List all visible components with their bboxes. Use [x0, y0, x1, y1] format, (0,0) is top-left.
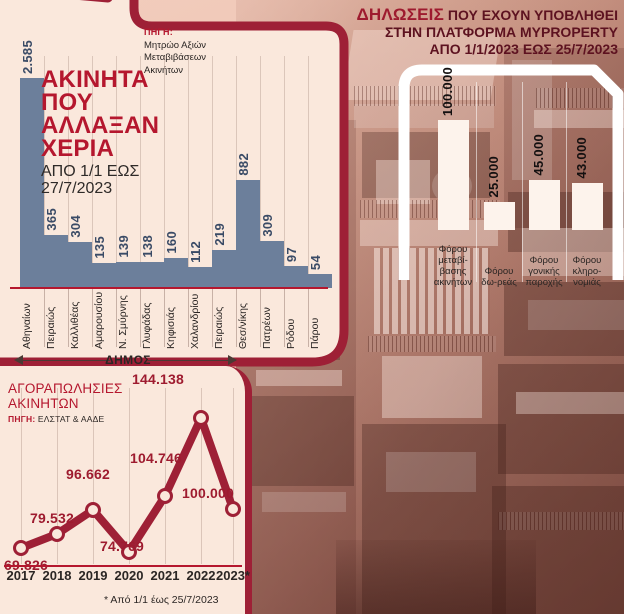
rbar-value-0: 100.000: [440, 66, 455, 116]
bar-category-1: Πειραιώς: [45, 306, 57, 349]
bar-fill-6: [164, 258, 188, 288]
bar-category-8: Πειραιώς: [213, 306, 225, 349]
bar-fill-2: [68, 242, 92, 288]
bar-category-5: Γλυφάδας: [141, 302, 153, 349]
bar-value-12: 54: [308, 254, 323, 270]
page-subtitle: ΑΠΟ 1/1 ΕΩΣ 27/7/2023: [41, 163, 140, 197]
rbar-fill-3: [572, 183, 603, 230]
rbar-fill-2: [529, 180, 560, 230]
bar-fill-9: [236, 180, 260, 288]
sales-line-chart: [0, 370, 246, 570]
right-header-line2: ΣΤΗΝ ΠΛΑΤΦΟΡΜΑ MYPROPERTY: [384, 24, 618, 40]
arrow-right-icon: [228, 355, 237, 365]
line-chart-xaxis: [4, 565, 242, 567]
declarations-bar-chart: 100.000 Φόρου μεταβί-βασης ακινήτων 25.0…: [430, 67, 610, 288]
rbar-value-3: 43.000: [574, 137, 589, 179]
line-chart-title-l2: ΑΚΙΝΗΤΩΝ: [8, 396, 79, 411]
bar-fill-4: [116, 262, 140, 288]
bar-fill-11: [284, 266, 308, 288]
line-chart-title-l1: ΑΓΟΡΑΠΩΛΗΣΙΕΣ: [8, 381, 123, 396]
bottom-panel: [0, 366, 252, 614]
bar-value-8: 219: [212, 223, 227, 246]
arrow-left-icon: [14, 355, 23, 365]
bar-chart-baseline: [10, 287, 328, 289]
dimos-axis-label: ΔΗΜΟΣ: [105, 353, 151, 367]
line-x-label-0: 2017: [6, 568, 36, 583]
page-title: ΑΚΙΝΗΤΑ ΠΟΥ ΑΛΛΑΞΑΝ ΧΕΡΙΑ: [41, 66, 160, 162]
bar-fill-3: [92, 263, 116, 288]
line-point-label-5: 144.138: [132, 371, 185, 387]
line-x-label-6: 2023*: [216, 568, 250, 583]
bar-fill-7: [188, 267, 212, 288]
left-source-label: ΠΗΓΗ:: [144, 27, 173, 37]
line-chart-source-text: ΕΛΣΤΑΤ & ΑΑΔΕ: [37, 414, 105, 424]
line-x-label-2: 2019: [78, 568, 108, 583]
bar-category-9: Θεσ/νίκης: [237, 303, 249, 349]
right-header-line1: ΔΗΛΩΣΕΙΣ ΠΟΥ ΕΧΟΥΝ ΥΠΟΒΛΗΘΕΙ: [318, 6, 618, 24]
bar-value-5: 138: [140, 235, 155, 258]
properties-bar-chart: 2.585 365 304 135 139 138 160 112: [10, 40, 332, 289]
line-x-label-4: 2021: [150, 568, 180, 583]
line-point-label-1: 79.532: [30, 510, 75, 526]
bar-fill-0: [20, 78, 44, 288]
bar-category-7: Χαλανδρίου: [189, 293, 201, 349]
right-header-line3: ΑΠΟ 1/1/2023 ΕΩΣ 25/7/2023: [429, 41, 618, 57]
bar-fill-8: [212, 250, 236, 288]
rbar-value-1: 25.000: [486, 156, 501, 198]
bar-value-10: 309: [260, 214, 275, 237]
line-x-label-5: 2022: [186, 568, 216, 583]
line-chart-source: ΠΗΓΗ: ΕΛΣΤΑΤ & ΑΑΔΕ: [8, 414, 104, 424]
left-source-text: Μητρώο Αξιών Μεταβιβάσεων Ακινήτων: [144, 39, 207, 76]
bar-category-3: Αμαρουσίου: [93, 291, 105, 349]
rbar-label-3: Φόρου κληρο-νομιάς: [572, 255, 602, 288]
bar-value-11: 97: [284, 246, 299, 262]
rbar-label-0: Φόρου μεταβί-βασης ακινήτων: [433, 244, 473, 288]
right-panel-outline: [398, 64, 624, 280]
dimos-rule-right: [148, 360, 236, 361]
rbar-value-2: 45.000: [531, 134, 546, 176]
rbar-label-1: Φόρου δω-ρεάς: [481, 266, 517, 288]
bar-category-0: Αθηναίων: [21, 303, 33, 349]
line-chart-source-label: ΠΗΓΗ:: [8, 414, 36, 424]
bar-category-12: Πάρου: [309, 317, 321, 349]
bar-value-9: 882: [236, 153, 251, 176]
left-source-box: ΠΗΓΗ: Μητρώο Αξιών Μεταβιβάσεων Ακινήτων: [144, 26, 236, 77]
right-header-line1-rest: ΠΟΥ ΕΧΟΥΝ ΥΠΟΒΛΗΘΕΙ: [447, 7, 618, 23]
bar-fill-10: [260, 241, 284, 288]
dimos-rule-left: [22, 360, 110, 361]
rbar-fill-1: [484, 202, 515, 230]
bar-category-6: Κηφισιάς: [165, 307, 177, 349]
line-point-label-6: 100.000: [182, 485, 235, 501]
bar-fill-1: [44, 235, 68, 288]
line-chart-footnote: * Από 1/1 έως 25/7/2023: [104, 594, 219, 606]
bar-value-3: 135: [92, 236, 107, 259]
line-point-label-2: 96.662: [66, 466, 111, 482]
bar-category-2: Καλλιθέας: [69, 301, 81, 349]
line-x-label-1: 2018: [42, 568, 72, 583]
bar-category-4: Ν. Σμύρνης: [117, 295, 129, 349]
bar-value-2: 304: [68, 215, 83, 238]
bar-fill-12: [308, 274, 332, 288]
bar-value-7: 112: [188, 241, 203, 263]
bar-value-4: 139: [116, 235, 131, 258]
line-point-label-3: 74.769: [100, 538, 145, 554]
bar-category-10: Πατρέων: [261, 307, 273, 349]
line-chart-path: [13, 410, 241, 560]
bar-category-labels: Αθηναίων Πειραιώς Καλλιθέας Αμαρουσίου Ν…: [10, 289, 328, 351]
line-x-label-3: 2020: [114, 568, 144, 583]
rbar-label-2: Φόρου γονικής παροχής: [525, 255, 563, 288]
bar-value-1: 365: [44, 208, 59, 231]
right-header: ΔΗΛΩΣΕΙΣ ΠΟΥ ΕΧΟΥΝ ΥΠΟΒΛΗΘΕΙ ΣΤΗΝ ΠΛΑΤΦΟ…: [318, 6, 618, 58]
bar-category-11: Ρόδου: [285, 318, 297, 349]
bar-fill-5: [140, 262, 164, 288]
rbar-fill-0: [438, 120, 469, 230]
line-chart-title: ΑΓΟΡΑΠΩΛΗΣΙΕΣ ΑΚΙΝΗΤΩΝ: [8, 381, 123, 411]
right-header-emphasis: ΔΗΛΩΣΕΙΣ: [356, 5, 444, 24]
bar-value-6: 160: [164, 231, 179, 254]
line-point-label-4: 104.746: [130, 450, 183, 466]
